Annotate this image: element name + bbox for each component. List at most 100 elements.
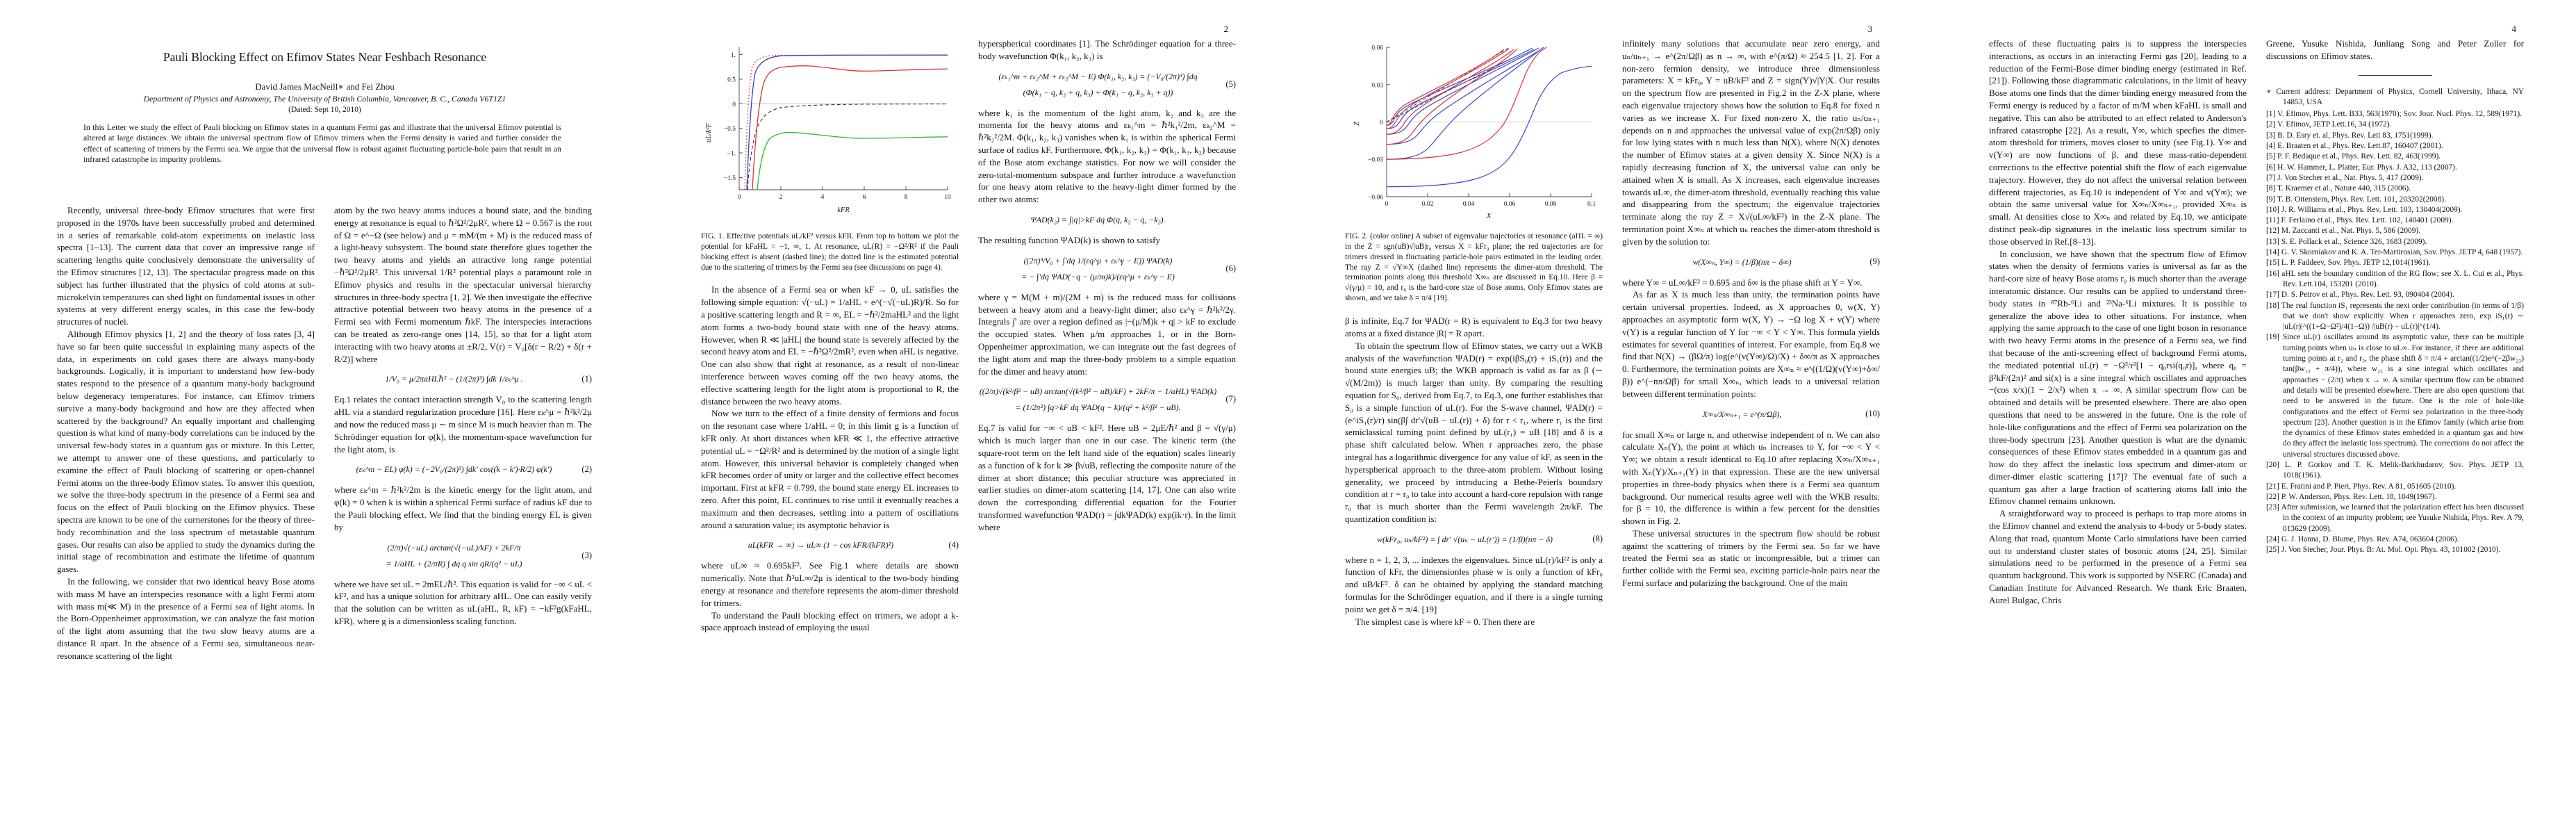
paragraph: In the following, we consider that two i… [57,575,315,661]
reference-label: [3] [2266,131,2278,140]
equation: w(X∞ₙ, Y∞) = (1/β)(nπ − δ∞) (9) [1622,254,1880,270]
acknowledgment-continuation: Greene, Yusuke Nishida, Junliang Song an… [2266,38,2524,61]
fig1-curve-black-dashed [747,104,948,190]
reference-label: [19] [2266,333,2283,342]
equation: (εₖ₁^m + εₖ₂^M + εₖ₃^M − E) Φ(k₁, k₂, k₃… [978,69,1236,101]
fig1-xtick: 8 [905,194,908,201]
reference-item: [19] Since uL(r) oscillates around its a… [2266,333,2524,459]
equation-line: = (1/2π²) ∫q>kF dq ΨAD(q − k)/(q² + k²/β… [1015,402,1181,413]
reference-item: [21] E. Fratini and P. Pieri, Phys. Rev.… [2266,482,2457,491]
fig2-xtick: 0.04 [1463,201,1475,208]
fig2-ytick: −0.06 [1368,195,1383,202]
equation: uL(kFR → ∞) → uL∞ (1 − cos kFR/(kFR)²) (4… [701,537,959,553]
page-number: 2 [1223,24,1229,34]
reference-label: [6] [2266,163,2278,172]
reference-label: [10] [2266,205,2281,214]
reference-label: [21] [2266,482,2281,491]
fig2-y-axis-label: Z [1353,122,1361,126]
fig1-ytick: 1. [731,52,736,59]
abstract: In this Letter we study the effect of Pa… [83,122,561,164]
page-number: 4 [2511,24,2517,34]
paragraph: where γ = M(M + m)/(2M + m) is the reduc… [978,291,1236,377]
efimov-trajectory-blue [1386,65,1592,188]
equation-number: (8) [1592,534,1603,544]
equation: ((2π)³/V₀ + ∫′dq 1/(εq^μ + εₖ^γ − E)) ΨA… [978,253,1236,285]
equation-number: (4) [948,539,959,550]
page4-column-1: effects of these fluctuating pairs is to… [1989,38,2247,799]
fig2-xtick: 0.08 [1545,201,1557,208]
efimov-trajectory-blue [1386,47,1539,135]
page2-column-1-text: In the absence of a Fermi sea or when kF… [701,284,959,634]
reference-label: [24] [2266,535,2281,544]
reference-label: [7] [2266,173,2278,182]
reference-label: [9] [2266,195,2277,204]
reference-item: [10] J. R. Williams et al., Phys. Rev. L… [2266,205,2463,214]
fig1-ytick: 0.5 [727,77,736,84]
fig1-plot: 1. 0.5 0 −0.5 −1. −1.5 0 2 4 6 8 10 uL/k… [705,47,951,214]
fig1-ytick: −1.5 [724,175,736,182]
paragraph: hyperspherical coordinates [1]. The Schr… [978,38,1236,61]
reference-item: [16] aHL sets the boundary condition of … [2266,269,2524,288]
fig1-curve-green [757,131,948,190]
reference-label: [2] [2266,120,2277,129]
paragraph: effects of these fluctuating pairs is to… [1989,38,2247,247]
reference-label: [13] [2266,237,2281,246]
page2-column-2: hyperspherical coordinates [1]. The Schr… [978,38,1236,799]
equation-number: (1) [581,373,592,384]
reference-label: [5] [2266,152,2278,161]
equation-line: = 1/aHL + (2/πR) ∫ dq q sin qR/(q² − uL) [386,558,522,569]
reference-label: [18] [2266,301,2281,310]
fig2-ytick: 0.03 [1371,82,1383,89]
reference-item: [3] B. D. Esry et. al, Phys. Rev. Lett 8… [2266,131,2434,140]
fig1-ytick: −0.5 [724,126,736,133]
equation: ((2/π)√(k²/β² − uB) arctan(√(k²/β² − uB)… [978,384,1236,416]
fig2-blue-trajectories [1386,47,1592,188]
page3-column-2: infinitely many solutions that accumulat… [1622,38,1880,799]
reference-label: [14] [2266,248,2281,257]
references-list: ∗ Current address: Department of Physics… [2266,87,2524,556]
fig2-plot: 0.06 0.03 0 −0.03 −0.06 0 0.02 0.04 0.06… [1353,45,1596,221]
fig1-x-axis-label: kFR [837,206,850,214]
reference-item: [7] J. Von Stecher et al., Nat. Phys. 5,… [2266,173,2424,182]
paragraph: A straightforward way to proceed is perh… [1989,508,2247,605]
reference-item: [6] H. W. Hammer, L. Platter, Eur. Phys.… [2266,163,2457,172]
fig2-ytick: 0 [1380,120,1383,126]
paragraph: These universal structures in the spectr… [1622,528,1880,589]
reference-label: [16] [2266,269,2282,278]
page1-column-2: atom by the two heavy atoms induces a bo… [334,204,592,799]
equation-line: (Φ(k₁ − q, k₂ + q, k₃) + Φ(k₁ − q, k₂, k… [1023,87,1173,97]
efimov-trajectory-red [1386,49,1514,135]
reference-item: [13] S. E. Pollack et al., Science 326, … [2266,237,2427,246]
reference-item: [4] E. Braaten et al., Phys. Rev. Lett.8… [2266,142,2443,151]
efimov-trajectory-red [1386,48,1510,129]
paragraph: The simplest case is where kF = 0. Then … [1355,616,1535,627]
equation-line: X∞ₙ/X∞ₙ₊₁ = e^(π/Ωβ), [1702,409,1782,419]
fig1-y-axis-label: uL/k²F [705,122,713,142]
fig1-xtick: 0 [738,194,741,201]
equation-line: ((2/π)√(k²/β² − uB) arctan(√(k²/β² − uB)… [979,386,1217,397]
reference-label: [22] [2266,492,2281,501]
reference-item: [18] The real function iS₁ represents th… [2266,301,2524,332]
equation-line: w(X∞ₙ, Y∞) = (1/β)(nπ − δ∞) [1692,256,1792,267]
reference-label: [17] [2266,291,2281,300]
date-line: (Dated: Sept 10, 2010) [288,106,361,114]
equation-number: (2) [581,464,592,474]
paragraph: where we have set uL = 2mEL/ℏ². This equ… [334,578,592,626]
fig2-xtick: 0.1 [1587,201,1596,208]
equation-line: ΨAD(k₂) = ∫|q|>kF dq Φ(q, k₂ − q, −k₂). [1030,214,1166,224]
fig1-ytick: 0 [732,101,736,108]
fig2-x-ticks [1386,193,1592,197]
efimov-trajectory-blue [1386,47,1544,160]
equation-line: = − ∫′dq ΨAD(−q − (μ/m)k)/(εq^μ + εₖ^γ −… [1021,271,1175,281]
fig1-ytick: −1. [727,151,736,158]
paragraph: where εₖ^m = ℏ²k²/2m is the kinetic ener… [334,484,592,532]
paragraph: β is infinite, Eq.7 for ΨAD(r = R) is eq… [1345,316,1603,338]
reference-item: [5] P. F. Bedaque et al., Phys. Rev. Let… [2266,152,2441,161]
footnote-separator [2358,74,2432,76]
paragraph: Although Efimov physics [1, 2] and the t… [57,328,315,575]
paragraph: where k₁ is the momentum of the light at… [978,107,1236,205]
reference-item: [20] L. P. Gorkov and T. K. Melik-Barkhu… [2266,460,2524,480]
reference-label: [1] [2266,110,2277,119]
reference-item: [8] T. Kraemer et al., Nature 440, 315 (… [2266,184,2411,193]
